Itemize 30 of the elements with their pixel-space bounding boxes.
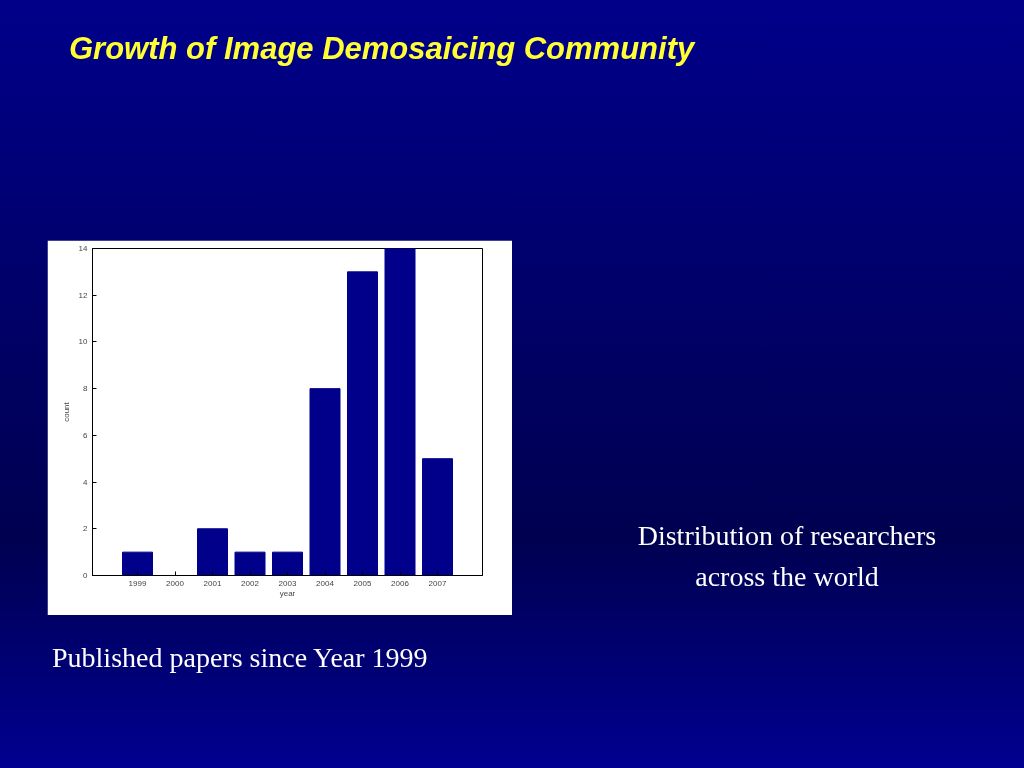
x-tick-label: 2003 — [278, 578, 297, 588]
x-tick-label: 2005 — [353, 578, 372, 588]
chart-title: Growth of Image Demosaicing Community — [69, 30, 695, 68]
x-tick-label: 2000 — [166, 578, 185, 588]
bar — [347, 271, 378, 576]
y-tick-label: 12 — [78, 290, 89, 300]
x-tick-label: 2002 — [241, 578, 260, 588]
y-tick-label: 10 — [78, 337, 89, 347]
y-tick-label: 8 — [83, 384, 89, 394]
bar — [122, 551, 153, 576]
x-tick-label: 2006 — [391, 578, 410, 588]
bar — [422, 458, 453, 576]
y-tick-label: 4 — [83, 477, 89, 487]
x-axis-title: year — [279, 588, 296, 598]
bar — [309, 388, 341, 576]
bar — [272, 551, 303, 576]
y-tick-label: 0 — [83, 571, 89, 580]
bar — [197, 528, 228, 576]
y-tick-label: 2 — [83, 524, 89, 534]
y-axis-title: count — [61, 401, 71, 422]
text: Published papers since Year 1999 — [52, 641, 428, 675]
x-tick-label: 2007 — [428, 578, 447, 588]
bar — [384, 248, 416, 576]
x-tick-label: 1999 — [128, 578, 147, 588]
y-tick-label: 6 — [83, 430, 89, 440]
x-tick-label: 2004 — [316, 578, 335, 588]
bar — [234, 551, 266, 576]
text: Distribution of researchers across the world — [636, 519, 938, 594]
x-tick-label: 2001 — [203, 578, 222, 588]
y-tick-label: 14 — [78, 244, 89, 253]
